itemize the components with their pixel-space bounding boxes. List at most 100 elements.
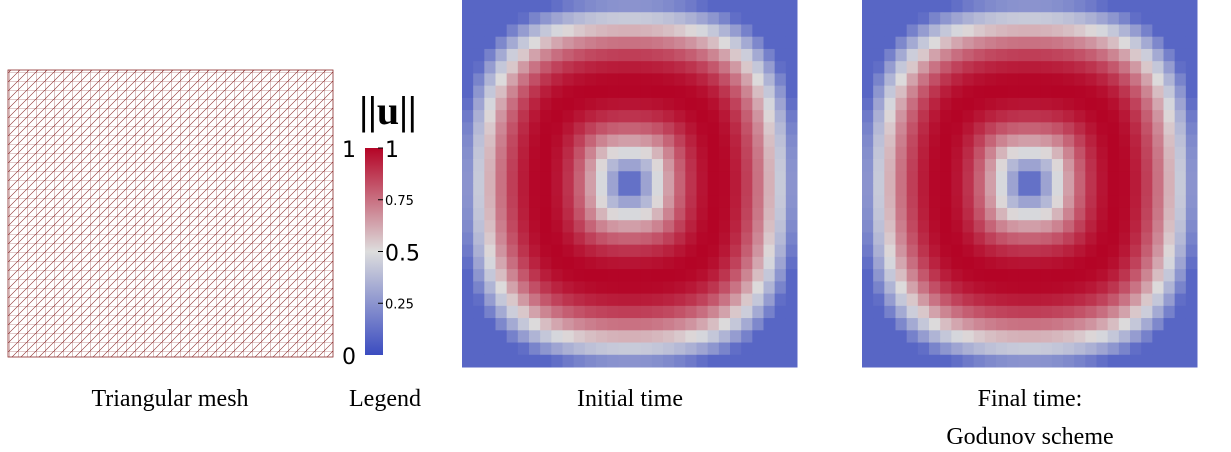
cell (1174, 330, 1187, 344)
cell (1007, 73, 1019, 87)
cell (618, 244, 630, 258)
cell (752, 354, 764, 368)
cell (996, 24, 1008, 38)
cell (862, 24, 874, 38)
cell (774, 232, 787, 246)
cell (674, 183, 686, 197)
cell (962, 85, 975, 99)
cell (895, 24, 908, 38)
cell (629, 207, 642, 221)
cell (741, 207, 753, 221)
cell (884, 36, 896, 50)
cell (906, 110, 919, 123)
cell (1152, 269, 1164, 282)
cell (607, 134, 619, 148)
cell (1085, 171, 1097, 184)
cell (1063, 61, 1075, 74)
cell (1141, 97, 1153, 111)
cell (730, 220, 742, 233)
cell (1051, 97, 1064, 111)
cell (663, 24, 675, 38)
cell (1130, 342, 1142, 356)
cell (517, 330, 530, 344)
cell (973, 183, 986, 197)
cell (752, 73, 764, 87)
cell (730, 171, 742, 184)
cell (1040, 269, 1053, 282)
cell (951, 256, 963, 270)
cell (506, 293, 519, 307)
cell (484, 159, 496, 172)
cell (529, 269, 541, 282)
cell (651, 159, 664, 172)
cell (551, 146, 563, 160)
cell (517, 354, 530, 368)
cell (584, 318, 597, 331)
cell (1118, 281, 1131, 295)
cell (774, 12, 787, 25)
cell (517, 110, 530, 123)
caption: Legend (349, 386, 421, 412)
cell (873, 305, 885, 319)
cell (1174, 256, 1187, 270)
cell (1163, 73, 1176, 87)
cell (473, 305, 485, 319)
cell (618, 220, 630, 233)
cell (741, 122, 753, 136)
cell (696, 122, 709, 136)
cell (951, 330, 963, 344)
cell (484, 220, 496, 233)
cell (1051, 48, 1064, 62)
cell (551, 122, 563, 136)
cell (629, 61, 642, 74)
cell (696, 244, 709, 258)
cell (517, 0, 530, 13)
cell (1174, 0, 1187, 13)
cell (996, 48, 1008, 62)
cell (540, 269, 552, 282)
cell (506, 97, 519, 111)
cell (774, 354, 787, 368)
cell (940, 146, 952, 160)
cell (730, 330, 742, 344)
cell (1152, 207, 1164, 221)
cell (873, 159, 885, 172)
cell (707, 318, 720, 331)
cell (962, 354, 975, 368)
cell (1152, 12, 1164, 25)
cell (540, 354, 552, 368)
cell (696, 269, 709, 282)
cell (1141, 12, 1153, 25)
cell (763, 354, 776, 368)
cell (506, 122, 519, 136)
cell (674, 171, 686, 184)
cell (1018, 73, 1030, 87)
cell (618, 354, 630, 368)
cell (884, 318, 896, 331)
cell (1130, 220, 1142, 233)
cell (1051, 110, 1064, 123)
cell (506, 305, 519, 319)
cell (741, 159, 753, 172)
cell (685, 48, 697, 62)
cell (718, 12, 731, 25)
cell (551, 330, 563, 344)
cell (607, 269, 619, 282)
cell (1063, 85, 1075, 99)
cell (1141, 183, 1153, 197)
cell (573, 232, 586, 246)
cell (607, 24, 619, 38)
cell (529, 122, 541, 136)
cell (973, 24, 986, 38)
cell (785, 293, 798, 307)
cell (506, 146, 519, 160)
cell (640, 171, 653, 184)
cell (1185, 110, 1198, 123)
cell (551, 97, 563, 111)
cell (996, 330, 1008, 344)
cell (551, 318, 563, 331)
cell (707, 24, 720, 38)
cell (1040, 281, 1053, 295)
cell (484, 12, 496, 25)
cell (629, 159, 642, 172)
